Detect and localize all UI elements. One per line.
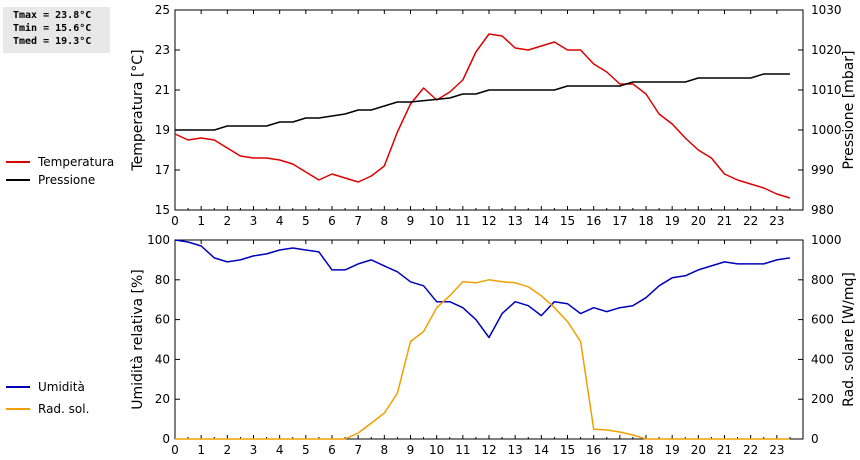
x-tick-label: 11 <box>455 214 470 228</box>
x-tick-label: 1 <box>197 443 205 457</box>
y-left-tick-label: 21 <box>155 83 170 97</box>
y-left-axis-label: Temperatura [°C] <box>130 49 146 171</box>
x-tick-label: 22 <box>743 214 758 228</box>
series-line-umidit <box>174 239 791 339</box>
y-left-tick-label: 0 <box>162 432 170 446</box>
legend-label: Temperatura <box>37 155 114 169</box>
x-tick-label: 2 <box>224 443 232 457</box>
x-tick-label: 3 <box>250 443 258 457</box>
x-tick-label: 13 <box>508 443 523 457</box>
x-tick-label: 17 <box>612 214 627 228</box>
x-tick-label: 10 <box>429 443 444 457</box>
plot-frame-1 <box>174 9 804 211</box>
tmin-text: Tmin = 15.6°C <box>13 23 92 34</box>
y-left-tick-label: 23 <box>155 43 170 57</box>
x-tick-label: 4 <box>276 443 284 457</box>
x-tick-label: 23 <box>769 443 784 457</box>
y-right-tick-label: 400 <box>811 352 834 366</box>
x-tick-label: 7 <box>354 214 362 228</box>
x-tick-label: 14 <box>534 214 549 228</box>
y-right-tick-label: 800 <box>811 273 834 287</box>
series-line-temperatura <box>174 33 791 199</box>
x-tick-label: 4 <box>276 214 284 228</box>
legend-label: Rad. sol. <box>38 402 89 416</box>
plot-frame-2 <box>174 239 804 440</box>
y-right-tick-label: 1020 <box>811 43 842 57</box>
y-left-tick-label: 25 <box>155 3 170 17</box>
y-right-axis-label: Rad. solare [W/mq] <box>841 272 857 407</box>
x-tick-label: 5 <box>302 443 310 457</box>
y-right-tick-label: 1010 <box>811 83 842 97</box>
x-tick-label: 15 <box>560 214 575 228</box>
y-left-tick-label: 15 <box>155 203 170 217</box>
x-tick-label: 3 <box>250 214 258 228</box>
tmax-text: Tmax = 23.8°C <box>13 10 92 21</box>
y-left-axis-label: Umidità relativa [%] <box>130 269 146 410</box>
y-right-tick-label: 1030 <box>811 3 842 17</box>
x-tick-label: 5 <box>302 214 310 228</box>
x-tick-label: 9 <box>407 443 415 457</box>
y-right-axis-label: Pressione [mbar] <box>841 50 857 169</box>
y-left-tick-label: 20 <box>155 392 170 406</box>
y-right-tick-label: 990 <box>811 163 834 177</box>
y-right-tick-label: 980 <box>811 203 834 217</box>
y-right-tick-label: 600 <box>811 313 834 327</box>
y-left-tick-label: 100 <box>147 233 170 247</box>
x-tick-label: 21 <box>717 443 732 457</box>
x-tick-label: 15 <box>560 443 575 457</box>
x-tick-label: 19 <box>665 443 680 457</box>
stats-box: Tmax = 23.8°C Tmin = 15.6°C Tmed = 19.3°… <box>3 7 110 53</box>
x-tick-label: 16 <box>586 443 601 457</box>
legend-label: Pressione <box>38 173 95 187</box>
x-tick-label: 17 <box>612 443 627 457</box>
x-tick-label: 7 <box>354 443 362 457</box>
x-tick-label: 9 <box>407 214 415 228</box>
x-tick-label: 12 <box>481 443 496 457</box>
y-left-tick-label: 17 <box>155 163 170 177</box>
x-tick-label: 22 <box>743 443 758 457</box>
x-tick-label: 20 <box>691 443 706 457</box>
series-line-pressione <box>175 73 790 131</box>
x-tick-label: 0 <box>171 443 179 457</box>
x-tick-label: 18 <box>638 443 653 457</box>
x-tick-label: 8 <box>381 214 389 228</box>
x-tick-label: 19 <box>665 214 680 228</box>
x-tick-label: 2 <box>224 214 232 228</box>
x-tick-label: 18 <box>638 214 653 228</box>
x-tick-label: 0 <box>171 214 179 228</box>
x-tick-label: 6 <box>328 443 336 457</box>
x-tick-label: 8 <box>381 443 389 457</box>
y-right-tick-label: 200 <box>811 392 834 406</box>
y-left-tick-label: 60 <box>155 313 170 327</box>
y-right-tick-label: 0 <box>811 432 819 446</box>
x-tick-label: 11 <box>455 443 470 457</box>
x-tick-label: 16 <box>586 214 601 228</box>
x-tick-label: 6 <box>328 214 336 228</box>
legend-label: Umidità <box>38 380 85 394</box>
y-left-tick-label: 19 <box>155 123 170 137</box>
y-right-tick-label: 1000 <box>811 233 842 247</box>
x-tick-label: 21 <box>717 214 732 228</box>
series-line-rad-sol <box>175 279 790 440</box>
y-left-tick-label: 80 <box>155 273 170 287</box>
x-tick-label: 23 <box>769 214 784 228</box>
x-tick-label: 14 <box>534 443 549 457</box>
x-tick-label: 20 <box>691 214 706 228</box>
x-tick-label: 13 <box>508 214 523 228</box>
y-right-tick-label: 1000 <box>811 123 842 137</box>
x-tick-label: 10 <box>429 214 444 228</box>
x-tick-label: 1 <box>197 214 205 228</box>
y-left-tick-label: 40 <box>155 352 170 366</box>
tmed-text: Tmed = 19.3°C <box>13 36 92 47</box>
x-tick-label: 12 <box>481 214 496 228</box>
